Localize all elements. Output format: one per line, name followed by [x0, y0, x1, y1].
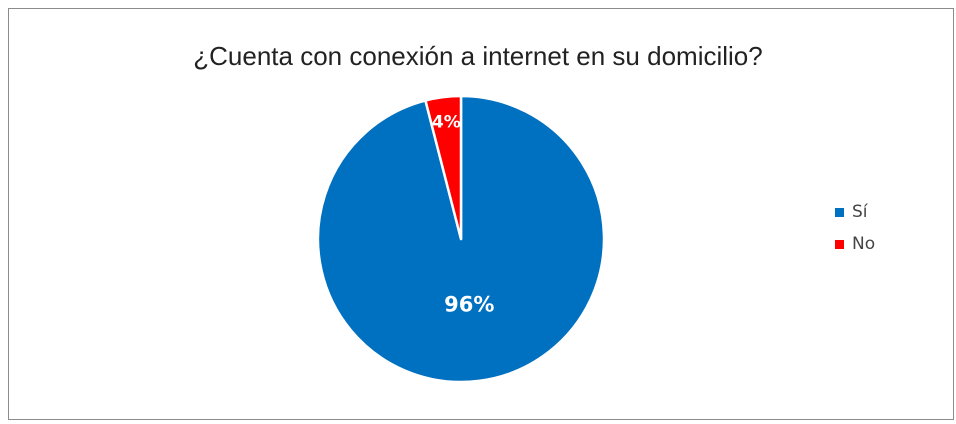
pie-slice-no	[424, 94, 463, 241]
legend-swatch-si	[835, 207, 844, 217]
legend-label-no: No	[852, 234, 876, 254]
legend-swatch-no	[835, 239, 844, 249]
data-label-si: 96%	[444, 292, 494, 316]
pie-data-labels: 96% 4%	[432, 113, 495, 317]
chart-title: ¿Cuenta con conexión a internet en su do…	[193, 41, 763, 71]
legend-item-no: No	[835, 228, 875, 260]
legend-label-si: Sí	[852, 202, 868, 222]
pie-slices	[316, 94, 606, 384]
legend: Sí No	[835, 196, 875, 260]
data-label-no: 4%	[432, 113, 461, 133]
legend-item-si: Sí	[835, 196, 875, 228]
